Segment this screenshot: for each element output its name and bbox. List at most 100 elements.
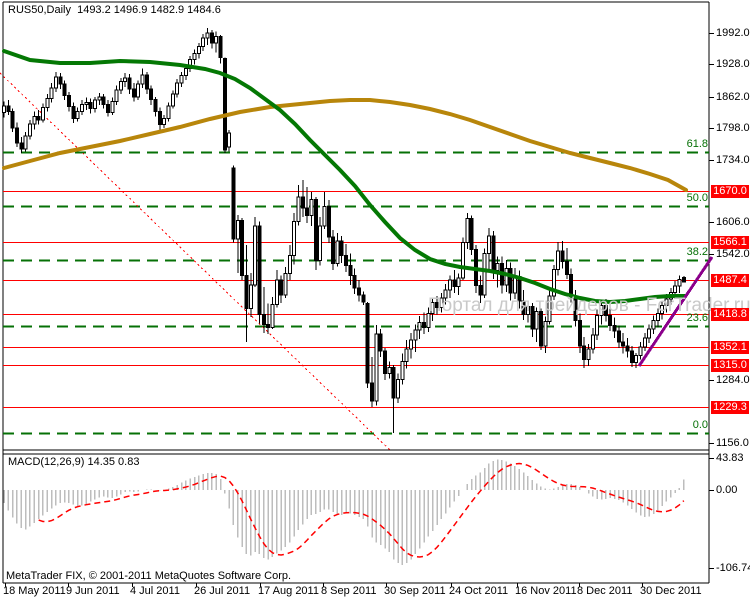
candle-bull xyxy=(309,199,314,216)
date-axis-label: 8 Sep 2011 xyxy=(321,585,377,597)
candle-bull xyxy=(140,74,145,85)
candle-bull xyxy=(97,96,102,101)
candle-bear xyxy=(469,217,474,250)
candle-bull xyxy=(318,225,323,262)
price-axis-label: 1606.0 xyxy=(716,215,750,228)
downtrend-dotted-line xyxy=(0,72,393,453)
candle-bull xyxy=(551,268,556,297)
candle-bear xyxy=(144,74,149,90)
candle-bear xyxy=(240,219,245,276)
price-level-tag: 1315.0 xyxy=(711,358,749,372)
candle-bull xyxy=(136,83,141,98)
fibonacci-label: 38.2 xyxy=(686,245,708,258)
candle-bull xyxy=(27,123,32,137)
date-axis-label: 17 Aug 2011 xyxy=(258,585,319,597)
candle-bear xyxy=(521,300,526,316)
candle-bull xyxy=(634,355,639,364)
candle-bull xyxy=(274,279,279,306)
candle-bull xyxy=(296,196,301,222)
candle-bear xyxy=(244,274,249,310)
candle-bull xyxy=(292,220,297,257)
candle-bear xyxy=(331,236,336,265)
candle-bear xyxy=(348,264,353,276)
candle-bull xyxy=(504,267,509,286)
candle-bull xyxy=(443,289,448,299)
macd-axis-label: 43.83 xyxy=(716,451,744,464)
candle-bull xyxy=(170,93,175,107)
price-level-tag: 1418.8 xyxy=(711,307,749,321)
uptrend-purple-line xyxy=(637,256,714,367)
candle-bear xyxy=(153,99,158,112)
fibonacci-label: 0.0 xyxy=(692,418,708,431)
candle-bull xyxy=(439,297,444,309)
candle-bull xyxy=(283,272,288,296)
candle-bull xyxy=(677,279,682,287)
candle-bear xyxy=(66,94,71,108)
candle-bear xyxy=(564,261,569,275)
candle-bull xyxy=(175,82,180,95)
macd-signal-line xyxy=(38,462,685,558)
candle-bull xyxy=(660,305,665,315)
candle-bull xyxy=(460,241,465,279)
fibonacci-label: 50.0 xyxy=(686,191,708,204)
candle-bear xyxy=(577,319,582,347)
candle-bear xyxy=(603,305,608,316)
candle-bull xyxy=(651,319,656,330)
price-axis-label: 1542.0 xyxy=(716,247,750,260)
price-axis-label: 1992.0 xyxy=(716,26,750,39)
candle-bear xyxy=(344,255,349,266)
candle-bull xyxy=(201,37,206,48)
candle-bull xyxy=(417,321,422,331)
candle-bear xyxy=(218,35,223,59)
candle-bear xyxy=(157,110,162,126)
candle-bull xyxy=(495,263,500,271)
candle-bull xyxy=(456,277,461,288)
candle-bull xyxy=(447,279,452,291)
candle-bear xyxy=(279,279,284,296)
candle-bull xyxy=(642,337,647,348)
candle-bear xyxy=(300,196,305,209)
price-axis-label: 1156.0 xyxy=(716,436,749,449)
candle-bear xyxy=(435,302,439,309)
candle-bear xyxy=(305,207,310,216)
fibonacci-label: 61.8 xyxy=(686,137,708,150)
candle-bull xyxy=(235,219,240,240)
candle-bull xyxy=(322,206,327,227)
candle-bull xyxy=(248,284,253,310)
candle-bull xyxy=(287,255,292,274)
copyright-text: MetaTrader FIX, © 2001-2011 MetaQuotes S… xyxy=(6,570,292,582)
candle-bear xyxy=(352,274,357,289)
candle-bear xyxy=(378,333,383,352)
candle-bear xyxy=(625,345,630,352)
price-level-tag: 1229.3 xyxy=(711,400,749,414)
candle-bull xyxy=(49,87,54,100)
candle-bull xyxy=(166,105,171,119)
candle-bull xyxy=(196,46,201,55)
candle-bull xyxy=(214,35,219,44)
macd-axis-label: -106.74 xyxy=(716,561,750,574)
candle-bear xyxy=(101,96,106,106)
candle-bear xyxy=(508,267,513,294)
candle-bear xyxy=(452,279,457,288)
candle-bull xyxy=(270,304,275,328)
candle-bull xyxy=(205,32,210,39)
candle-bear xyxy=(71,106,76,119)
date-axis-label: 4 Jul 2011 xyxy=(130,585,180,597)
candle-bull xyxy=(638,346,643,357)
candle-bear xyxy=(313,199,318,262)
candle-bull xyxy=(400,361,405,381)
candle-bull xyxy=(118,81,123,91)
candle-bull xyxy=(23,135,28,150)
candle-bear xyxy=(209,32,214,44)
candle-bear xyxy=(6,105,11,112)
date-axis-label: 18 May 2011 xyxy=(3,585,66,597)
candle-bull xyxy=(53,76,58,89)
date-axis-label: 8 Dec 2011 xyxy=(577,585,633,597)
macd-indicator-label: MACD(12,26,9) 14.35 0.83 xyxy=(8,456,140,468)
candle-bull xyxy=(114,89,119,103)
candle-bull xyxy=(227,132,232,148)
candle-bull xyxy=(590,334,595,350)
candle-bear xyxy=(621,341,626,347)
date-axis-label: 30 Dec 2011 xyxy=(640,585,702,597)
